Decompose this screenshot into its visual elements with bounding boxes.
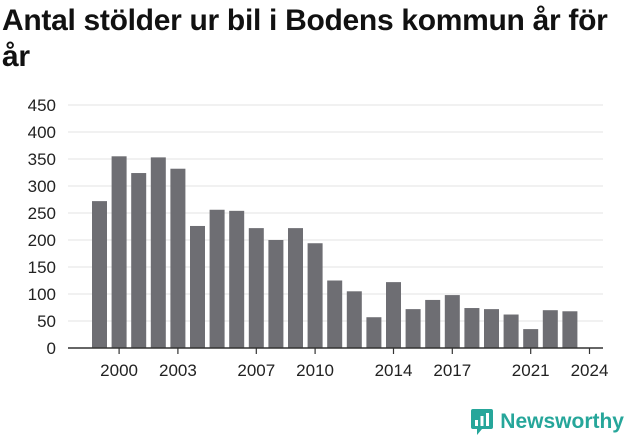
bar-2016 xyxy=(425,299,441,348)
y-tick-label: 100 xyxy=(28,285,56,304)
bar-2006 xyxy=(229,210,245,348)
y-tick-label: 150 xyxy=(28,258,56,277)
bar-2009 xyxy=(288,228,303,348)
x-tick-labels: 2000 2003 2007 2010 2014 2017 2021 2024 xyxy=(100,361,608,380)
chart-title: Antal stölder ur bil i Bodens kommun år … xyxy=(2,4,608,73)
x-tick-label: 2021 xyxy=(512,361,550,380)
bar-2021 xyxy=(523,329,539,348)
y-tick-label: 250 xyxy=(28,204,56,223)
y-tick-label: 0 xyxy=(47,339,56,358)
x-tick-label: 2000 xyxy=(100,361,138,380)
x-tick-label: 2007 xyxy=(237,361,275,380)
y-tick-label: 350 xyxy=(28,150,56,169)
y-tick-label: 450 xyxy=(28,96,56,115)
y-tick-label: 300 xyxy=(28,177,56,196)
x-axis xyxy=(68,347,603,354)
data-label-2024: 68 xyxy=(580,0,599,4)
bar-2020 xyxy=(503,314,519,348)
newsworthy-logo: Newsworthy xyxy=(470,408,624,436)
bar-2004 xyxy=(190,225,205,348)
y-tick-label: 400 xyxy=(28,123,56,142)
logo-bar-3 xyxy=(486,413,490,426)
bar-2017 xyxy=(444,295,460,348)
bar-2011 xyxy=(327,280,343,348)
bar-2018 xyxy=(464,308,480,348)
bar-2015 xyxy=(405,309,421,348)
data-labels: 68 xyxy=(580,0,599,4)
bar-2019 xyxy=(484,309,499,348)
bars xyxy=(92,156,578,348)
newsworthy-logo-icon xyxy=(471,409,494,435)
x-tick-label: 2014 xyxy=(375,361,413,380)
bar-1999 xyxy=(92,201,107,348)
bar-2007 xyxy=(248,228,264,348)
y-tick-label: 200 xyxy=(28,231,56,250)
bar-2003 xyxy=(170,168,186,348)
bar-2005 xyxy=(209,209,225,348)
bar-2000 xyxy=(111,156,127,348)
y-tick-label: 50 xyxy=(37,312,56,331)
bar-2014 xyxy=(386,282,401,348)
bar-2013 xyxy=(366,317,382,348)
bar-2012 xyxy=(346,291,362,348)
bar-2022 xyxy=(542,310,558,348)
x-tick-label: 2017 xyxy=(433,361,471,380)
brand-name: Newsworthy xyxy=(500,410,624,433)
x-tick-label: 2003 xyxy=(159,361,197,380)
bar-2010 xyxy=(307,243,323,348)
bar-2002 xyxy=(150,157,166,348)
y-tick-labels: 0 50 100 150 200 250 300 350 400 450 xyxy=(28,96,56,358)
bar-2001 xyxy=(131,173,147,348)
logo-bar-2 xyxy=(480,416,484,426)
bar-2008 xyxy=(268,240,284,348)
logo-bar-1 xyxy=(475,420,479,426)
x-tick-label: 2024 xyxy=(571,361,609,380)
x-tick-label: 2010 xyxy=(296,361,334,380)
bar-2023 xyxy=(562,311,578,348)
